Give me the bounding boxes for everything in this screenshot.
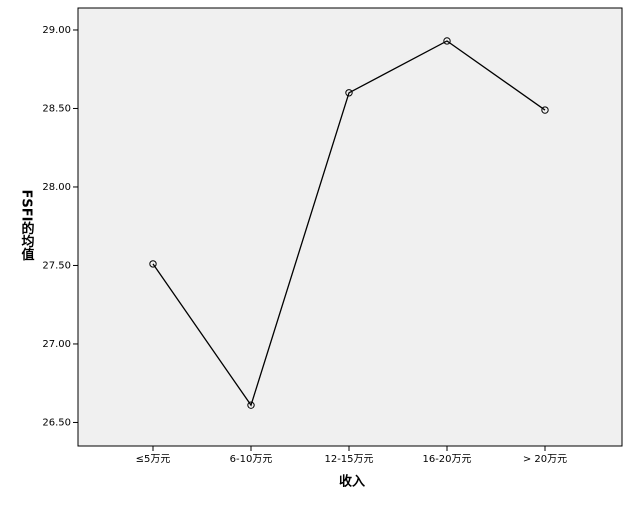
y-tick-label: 28.50 (42, 103, 71, 114)
x-tick-label: ≤5万元 (136, 454, 171, 465)
y-axis-title: FSFI的均值 (19, 190, 35, 262)
x-tick-label: 12-15万元 (324, 454, 373, 465)
plot-area (77, 7, 623, 447)
y-tick-label: 28.00 (42, 182, 71, 193)
point (149, 260, 157, 268)
y-tick-label: 27.00 (42, 339, 71, 350)
point (247, 401, 255, 409)
y-tick-label: 29.00 (42, 25, 71, 36)
x-tick-label: 6-10万元 (230, 454, 273, 465)
line (152, 40, 546, 407)
x-tick-label: > 20万元 (523, 454, 567, 465)
y-tick-label: 27.50 (42, 260, 71, 271)
x-tick-label: 16-20万元 (422, 454, 471, 465)
point (541, 106, 549, 114)
point (345, 89, 353, 97)
point (443, 37, 451, 45)
x-axis-title: 收入 (339, 474, 365, 490)
y-tick-label: 26.50 (42, 417, 71, 428)
